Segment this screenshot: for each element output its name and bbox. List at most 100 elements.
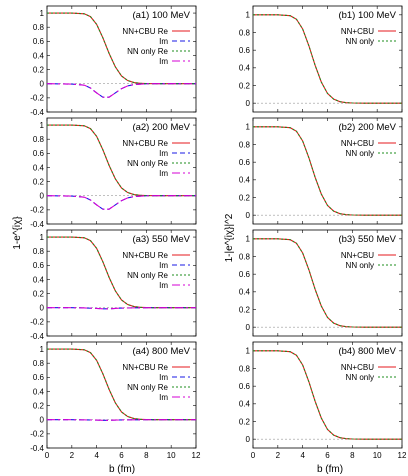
series-line-nn-cbu xyxy=(253,126,402,216)
y-tick-label: 1 xyxy=(40,233,45,242)
legend-label: NN+CBU Re xyxy=(122,251,168,260)
y-tick-label: 0.2 xyxy=(33,65,45,74)
legend-label: NN only Re xyxy=(127,47,168,56)
y-tick-label: 0 xyxy=(40,192,45,201)
y-tick-label: 0 xyxy=(40,416,45,425)
series-line-nn-only-re xyxy=(47,348,196,421)
series-line-nn-cbu-re xyxy=(47,124,196,197)
x-tick-label: 10 xyxy=(167,451,176,460)
series-line-nn-cbu-re xyxy=(47,12,196,85)
plot-frame xyxy=(46,5,197,113)
plot-frame xyxy=(252,5,403,113)
y-tick-label: -0.2 xyxy=(30,318,44,327)
y-tick-label: 0.6 xyxy=(33,373,45,382)
y-tick-label: 0.6 xyxy=(239,158,251,167)
panel-title: (b4) 800 MeV xyxy=(338,346,396,357)
legend-label: NN+CBU Re xyxy=(122,363,168,372)
series-line-im xyxy=(46,195,196,210)
y-tick-label: -0.4 xyxy=(30,108,44,117)
legend-label: NN only xyxy=(346,37,374,46)
legend-label: Im xyxy=(159,373,168,382)
y-tick-label: 0.2 xyxy=(239,305,251,314)
y-tick-label: 1 xyxy=(246,11,251,20)
plot-frame xyxy=(46,117,197,225)
x-tick-label: 6 xyxy=(119,451,124,460)
legend-label: NN+CBU xyxy=(341,139,374,148)
y-tick-label: -0.2 xyxy=(30,94,44,103)
y-tick-label: 0 xyxy=(246,323,251,332)
panel-a3: -0.4 -0.2 0 0.2 0.4 0.6 0.8 1 (a3) 550 MeV NN+CBU… xyxy=(30,229,197,341)
panel-title: (b3) 550 MeV xyxy=(338,234,396,245)
y-tick-label: -0.4 xyxy=(30,332,44,341)
series-line-nn-only xyxy=(253,14,402,104)
y-tick-label: 0.2 xyxy=(33,401,45,410)
y-tick-label: 0.4 xyxy=(33,163,45,172)
plot-frame xyxy=(252,117,403,225)
x-tick-label: 4 xyxy=(300,451,305,460)
y-tick-label: 0 xyxy=(40,80,45,89)
series-line-nn-only-re xyxy=(47,236,196,309)
y-tick-label: 0.8 xyxy=(33,23,45,32)
y-tick-label: 0.6 xyxy=(33,261,45,270)
y-tick-label: 0.2 xyxy=(239,417,251,426)
plot-frame xyxy=(46,229,197,337)
y-tick-label: -0.4 xyxy=(30,220,44,229)
y-tick-label: 0.6 xyxy=(239,382,251,391)
x-tick-label: 2 xyxy=(70,451,75,460)
x-tick-label: 8 xyxy=(144,451,149,460)
y-tick-label: 0.4 xyxy=(33,275,45,284)
y-tick-label: 0.4 xyxy=(239,400,251,409)
legend-label: NN+CBU xyxy=(341,27,374,36)
right-y-axis-label: 1-|e^{iχ}|^2 xyxy=(224,213,235,262)
y-tick-label: 0 xyxy=(246,435,251,444)
y-tick-label: 0.8 xyxy=(239,364,251,373)
legend-label: NN only xyxy=(346,373,374,382)
series-line-nn-cbu-re xyxy=(47,348,196,421)
y-tick-label: 0.8 xyxy=(239,140,251,149)
x-tick-label: 10 xyxy=(373,451,382,460)
series-line-im xyxy=(46,195,196,210)
panel-a2: -0.4 -0.2 0 0.2 0.4 0.6 0.8 1 (a2) 200 MeV NN+CBU… xyxy=(30,117,197,229)
y-tick-label: 0.2 xyxy=(239,193,251,202)
y-tick-label: 0.8 xyxy=(33,247,45,256)
y-tick-label: 0 xyxy=(40,304,45,313)
y-tick-label: 1 xyxy=(40,345,45,354)
panel-title: (a4) 800 MeV xyxy=(132,346,190,357)
y-tick-label: 0.6 xyxy=(33,37,45,46)
left-x-axis-label: b (fm) xyxy=(109,464,135,475)
series-line-nn-cbu-re xyxy=(47,236,196,309)
series-line-nn-only xyxy=(253,238,402,328)
y-tick-label: 0.2 xyxy=(33,177,45,186)
panel-title: (b2) 200 MeV xyxy=(338,122,396,133)
legend-label: NN+CBU xyxy=(341,251,374,260)
series-line-im xyxy=(46,83,196,98)
x-tick-label: 2 xyxy=(276,451,281,460)
x-tick-label: 4 xyxy=(94,451,99,460)
y-tick-label: 0.4 xyxy=(239,176,251,185)
x-tick-label: 12 xyxy=(398,451,407,460)
legend-label: Im xyxy=(159,37,168,46)
panel-title: (a3) 550 MeV xyxy=(132,234,190,245)
series-line-nn-cbu xyxy=(253,238,402,328)
series-line-nn-cbu xyxy=(253,14,402,104)
x-tick-label: 0 xyxy=(45,451,50,460)
legend-label: NN only Re xyxy=(127,383,168,392)
y-tick-label: -0.2 xyxy=(30,206,44,215)
y-tick-label: -0.2 xyxy=(30,430,44,439)
legend-label: Im xyxy=(159,261,168,270)
y-tick-label: 0.8 xyxy=(239,28,251,37)
legend-label: Im xyxy=(159,57,168,66)
panel-title: (a2) 200 MeV xyxy=(132,122,190,133)
legend-label: NN only Re xyxy=(127,271,168,280)
panel-title: (b1) 100 MeV xyxy=(338,10,396,21)
y-tick-label: 0.6 xyxy=(239,46,251,55)
legend-label: NN+CBU Re xyxy=(122,27,168,36)
legend-label: Im xyxy=(159,281,168,290)
panel-a1: -0.4 -0.2 0 0.2 0.4 0.6 0.8 1 (a1) 100 MeV NN+CBU… xyxy=(30,5,197,117)
y-tick-label: 0.4 xyxy=(33,387,45,396)
y-tick-label: 0.6 xyxy=(33,149,45,158)
legend-label: NN+CBU xyxy=(341,363,374,372)
